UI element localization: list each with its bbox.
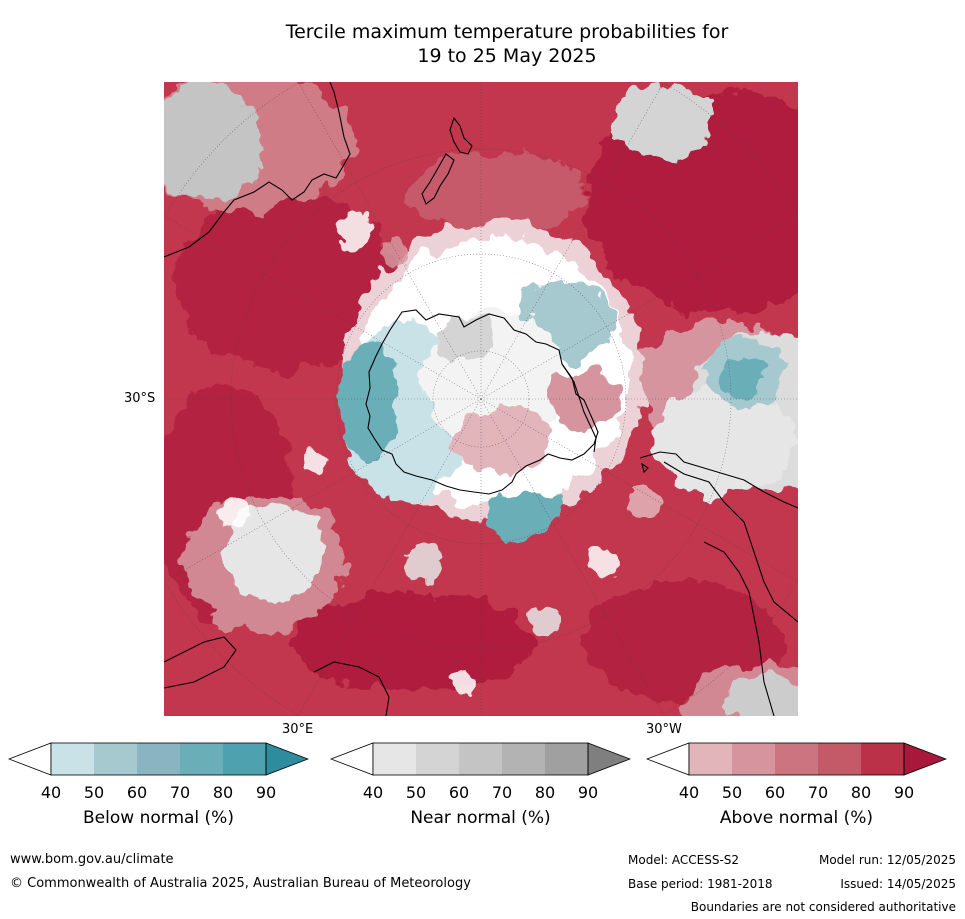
colorbar-outline [50, 742, 267, 776]
colorbar-swatch [861, 743, 904, 775]
antarctica-coast [365, 309, 599, 495]
graticule [164, 82, 798, 716]
polar-probability-map [164, 82, 798, 716]
colorbar-tick-label: 80 [212, 783, 234, 802]
colorbar-tick-label: 50 [721, 783, 743, 802]
colorbar-title: Near normal (%) [410, 808, 551, 828]
colorbar-tick-label: 90 [255, 783, 277, 802]
africa-coast [164, 636, 237, 689]
colorbar-swatches [646, 742, 947, 776]
colorbar-swatch [689, 743, 732, 775]
colorbar-swatch [223, 743, 266, 775]
footer-issued: Issued: 14/05/2025 [840, 877, 956, 891]
colorbar-outline [372, 742, 589, 776]
colorbar-swatch [137, 743, 180, 775]
colorbar-swatch [51, 743, 94, 775]
colorbar-swatch [502, 743, 545, 775]
colorbar-title: Above normal (%) [719, 808, 874, 828]
colorbar-swatch [732, 743, 775, 775]
colorbar-outline [688, 742, 905, 776]
colorbar-extend-low [646, 742, 690, 776]
colorbar-extend-low [8, 742, 52, 776]
coastlines [164, 82, 798, 716]
colorbar-swatch [775, 743, 818, 775]
longitude-label-30w: 30°W [646, 722, 682, 737]
colorbar-tick-label: 60 [764, 783, 786, 802]
colorbar-swatches [330, 742, 631, 776]
colorbar-extend-high [587, 742, 631, 776]
colorbar-tick-label: 40 [362, 783, 384, 802]
colorbar-swatch [416, 743, 459, 775]
footer-copyright: © Commonwealth of Australia 2025, Austra… [10, 876, 471, 891]
footer-model: Model: ACCESS-S2 [628, 853, 740, 867]
antarctic-peninsula [561, 363, 597, 453]
new-zealand-north [449, 116, 473, 155]
colorbar-ticks: 40 50 60 70 80 90 [8, 783, 328, 803]
colorbar-tick-label: 70 [491, 783, 513, 802]
map-title-line2: 19 to 25 May 2025 [417, 45, 597, 67]
longitude-label-30e: 30°E [282, 722, 314, 737]
colorbar-tick-label: 50 [83, 783, 105, 802]
colorbar-tick-label: 60 [126, 783, 148, 802]
colorbar-above-normal: 40 50 60 70 80 90 Above normal (%) [646, 742, 956, 842]
new-zealand-south [421, 153, 455, 205]
colorbar-ticks: 40 50 60 70 80 90 [646, 783, 965, 803]
map-title: Tercile maximum temperature probabilitie… [164, 20, 850, 68]
australia-coast [164, 82, 351, 258]
colorbar-tick-label: 70 [169, 783, 191, 802]
colorbar-tick-label: 60 [448, 783, 470, 802]
probability-shading [164, 82, 798, 716]
colorbar-swatch [818, 743, 861, 775]
probability-detail [220, 214, 660, 694]
colorbar-tick-label: 40 [40, 783, 62, 802]
footer-base-period: Base period: 1981-2018 [628, 877, 773, 891]
colorbar-extend-high [265, 742, 309, 776]
map-title-line1: Tercile maximum temperature probabilitie… [285, 21, 729, 43]
colorbar-near-normal: 40 50 60 70 80 90 Near normal (%) [330, 742, 640, 842]
colorbar-tick-label: 90 [577, 783, 599, 802]
colorbar-extend-high [903, 742, 947, 776]
colorbar-title: Below normal (%) [83, 808, 234, 828]
latitude-label-30s: 30°S [124, 391, 156, 406]
colorbar-swatch [459, 743, 502, 775]
colorbar-extend-low [330, 742, 374, 776]
colorbar-swatch [373, 743, 416, 775]
footer-disclaimer: Boundaries are not considered authoritat… [690, 900, 956, 914]
south-georgia [641, 462, 649, 474]
footer-model-run: Model run: 12/05/2025 [818, 853, 956, 867]
south-america-coast [639, 451, 798, 509]
south-america-west [703, 541, 775, 716]
madagascar-coast [313, 661, 390, 716]
colorbar-tick-label: 50 [405, 783, 427, 802]
colorbar-tick-label: 70 [807, 783, 829, 802]
colorbar-tick-label: 90 [893, 783, 915, 802]
colorbar-swatch [545, 743, 588, 775]
colorbar-below-normal: 40 50 60 70 80 90 Below normal (%) [8, 742, 318, 842]
footer-website: www.bom.gov.au/climate [10, 852, 174, 867]
map-canvas [164, 82, 798, 716]
colorbar-tick-label: 80 [534, 783, 556, 802]
colorbar-swatch [94, 743, 137, 775]
colorbar-tick-label: 80 [850, 783, 872, 802]
colorbar-ticks: 40 50 60 70 80 90 [330, 783, 650, 803]
south-america-inner [663, 461, 798, 623]
colorbar-swatch [180, 743, 223, 775]
colorbar-tick-label: 40 [678, 783, 700, 802]
colorbar-swatches [8, 742, 309, 776]
